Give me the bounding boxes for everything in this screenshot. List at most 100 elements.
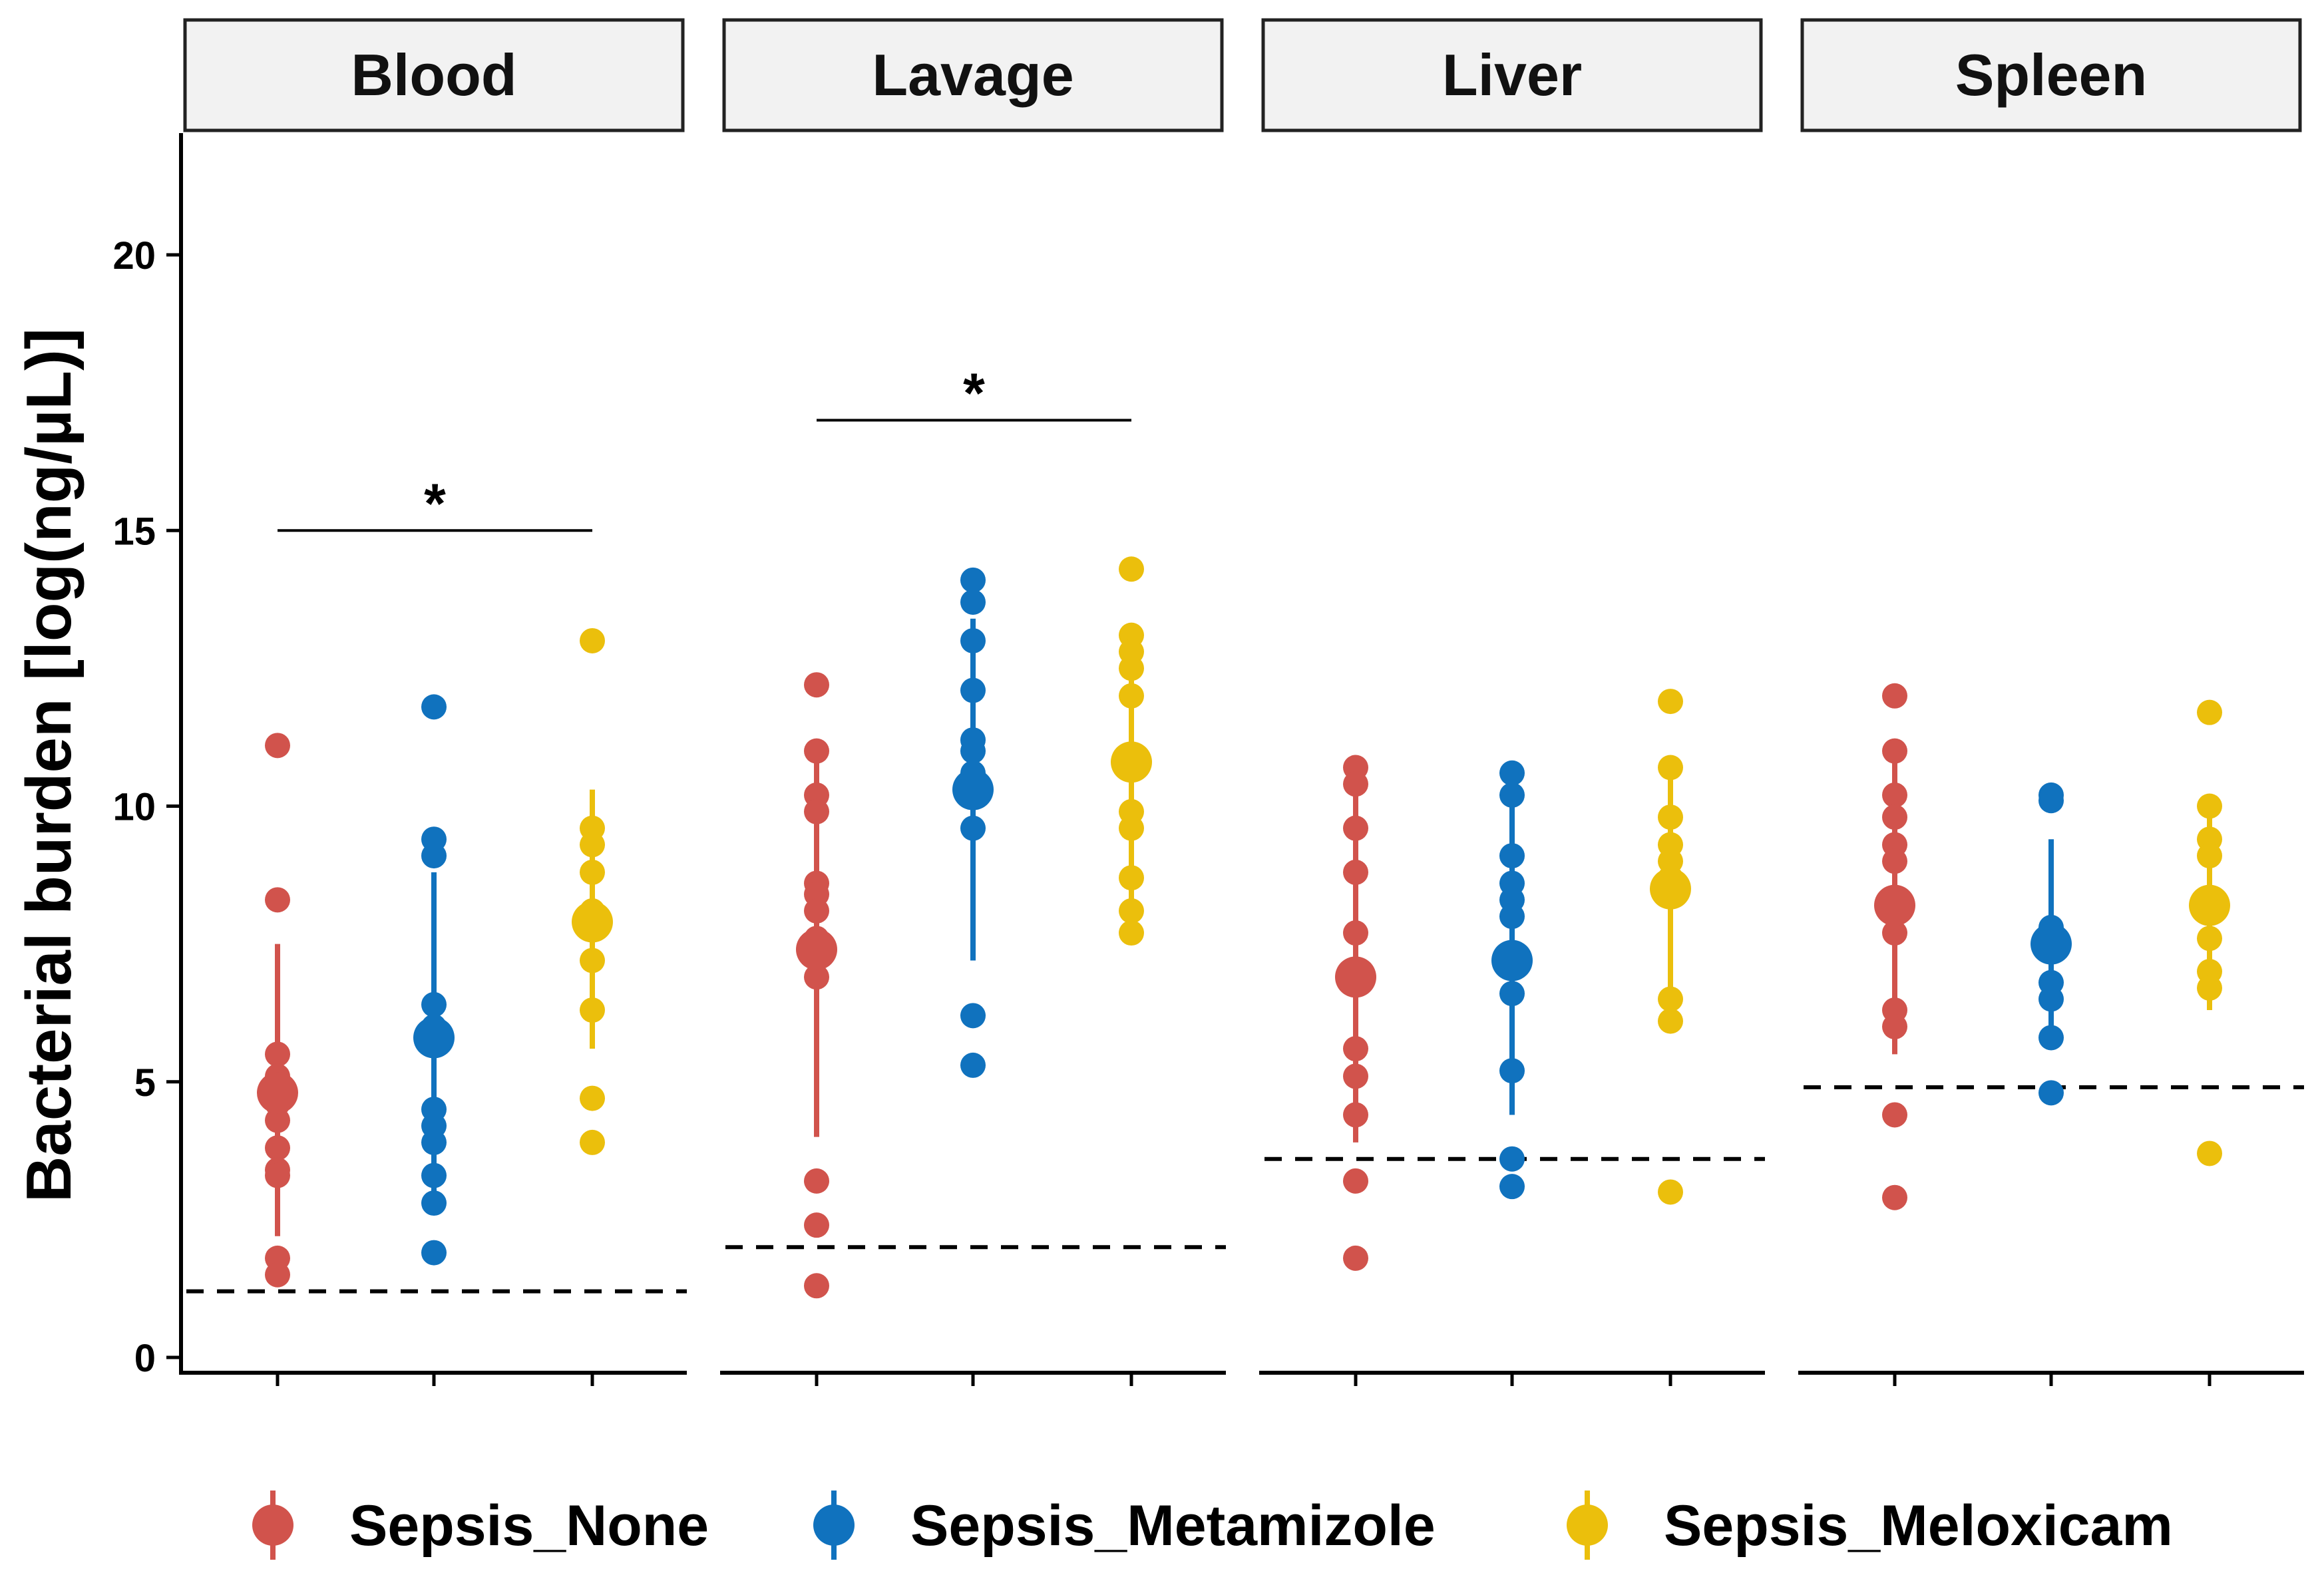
y-tick-label: 0 xyxy=(134,1337,156,1380)
data-point xyxy=(421,694,447,720)
data-point xyxy=(265,1135,290,1161)
data-point xyxy=(1658,804,1683,830)
data-point xyxy=(804,1212,829,1238)
y-tick-label: 15 xyxy=(112,510,156,553)
data-point xyxy=(1882,848,1907,874)
data-point xyxy=(1882,1102,1907,1128)
mean-marker xyxy=(572,901,613,943)
data-point xyxy=(1119,683,1144,709)
data-point xyxy=(580,1085,605,1111)
data-point xyxy=(804,898,829,924)
data-point xyxy=(960,1003,986,1029)
data-point xyxy=(1343,815,1368,841)
data-point xyxy=(1343,920,1368,946)
group-sepsis-none xyxy=(796,672,837,1386)
data-point xyxy=(1658,1179,1683,1205)
data-point xyxy=(2038,788,2064,814)
group-sepsis-none xyxy=(1335,755,1376,1386)
legend: Sepsis_None Sepsis_Metamizole Sepsis_Melox… xyxy=(252,1491,2173,1560)
data-point xyxy=(2038,1025,2064,1051)
facet-strip xyxy=(1800,18,2302,132)
data-point xyxy=(421,1240,447,1266)
mean-marker xyxy=(413,1017,455,1059)
data-point xyxy=(421,991,447,1017)
data-point xyxy=(1882,920,1907,946)
group-sepsis-none xyxy=(257,733,298,1386)
data-point xyxy=(2197,1141,2222,1166)
mean-marker xyxy=(2031,923,2072,965)
data-point xyxy=(960,738,986,764)
data-point xyxy=(1343,1245,1368,1271)
data-point xyxy=(265,1262,290,1288)
group-sepsis-meloxicam xyxy=(1650,689,1691,1386)
data-point xyxy=(2197,926,2222,952)
data-point xyxy=(804,672,829,698)
data-point xyxy=(1658,1008,1683,1034)
data-point xyxy=(265,887,290,913)
data-point xyxy=(580,832,605,858)
data-point xyxy=(1119,556,1144,582)
data-point xyxy=(1343,1036,1368,1062)
data-point xyxy=(1119,655,1144,681)
data-point xyxy=(265,1107,290,1133)
data-point xyxy=(2197,843,2222,869)
mean-marker xyxy=(1111,741,1152,783)
data-point xyxy=(804,1273,829,1299)
legend-label: Sepsis_Meloxicam xyxy=(1664,1494,2173,1558)
data-point xyxy=(421,1129,447,1155)
facet-strip-label: Spleen xyxy=(1955,42,2148,108)
data-point xyxy=(580,627,605,653)
facet-liver: Liver xyxy=(1259,18,1765,1386)
facet-strip-label: Blood xyxy=(351,42,516,108)
facet-spleen: Spleen xyxy=(1798,18,2304,1386)
data-point xyxy=(1499,782,1525,808)
data-point xyxy=(1882,804,1907,830)
mean-marker xyxy=(1874,884,1915,926)
data-point xyxy=(1343,1063,1368,1089)
data-point xyxy=(1343,1168,1368,1194)
data-point xyxy=(2197,699,2222,725)
data-point xyxy=(2038,1080,2064,1106)
data-point xyxy=(1343,859,1368,885)
data-point xyxy=(1119,920,1144,946)
group-sepsis-metamizole xyxy=(413,694,455,1386)
mean-marker xyxy=(1650,868,1691,910)
data-point xyxy=(1119,898,1144,924)
data-point xyxy=(960,1052,986,1078)
facet-strip-label: Lavage xyxy=(872,42,1073,108)
data-point xyxy=(1499,843,1525,869)
data-point xyxy=(960,589,986,615)
facets-layer: Blood * Lavage * Liver Spleen xyxy=(181,18,2304,1386)
data-point xyxy=(580,1129,605,1155)
group-sepsis-none xyxy=(1874,683,1915,1386)
group-sepsis-meloxicam xyxy=(1111,556,1152,1386)
mean-marker xyxy=(2189,884,2230,926)
mean-marker xyxy=(796,928,837,970)
data-point xyxy=(960,677,986,703)
y-tick-label: 10 xyxy=(112,786,156,829)
data-point xyxy=(1882,1184,1907,1210)
facet-strip-label: Liver xyxy=(1442,42,1582,108)
legend-item-sepsis-none: Sepsis_None xyxy=(252,1491,709,1560)
data-point xyxy=(421,1190,447,1216)
data-point xyxy=(1119,865,1144,891)
data-point xyxy=(804,964,829,990)
facet-strip xyxy=(722,18,1224,132)
data-point xyxy=(1499,904,1525,930)
facet-strip xyxy=(1261,18,1763,132)
legend-label: Sepsis_None xyxy=(349,1494,709,1558)
data-point xyxy=(960,567,986,593)
data-point xyxy=(2197,975,2222,1001)
mean-marker xyxy=(952,769,994,810)
group-sepsis-meloxicam xyxy=(572,627,613,1386)
facet-blood: Blood * xyxy=(181,18,687,1386)
data-point xyxy=(265,1162,290,1188)
data-point xyxy=(804,738,829,764)
data-point xyxy=(1343,1102,1368,1128)
data-point xyxy=(421,843,447,869)
facet-strip xyxy=(183,18,685,132)
legend-item-sepsis-metamizole: Sepsis_Metamizole xyxy=(813,1491,1436,1560)
data-point xyxy=(960,815,986,841)
data-point xyxy=(1499,1174,1525,1200)
